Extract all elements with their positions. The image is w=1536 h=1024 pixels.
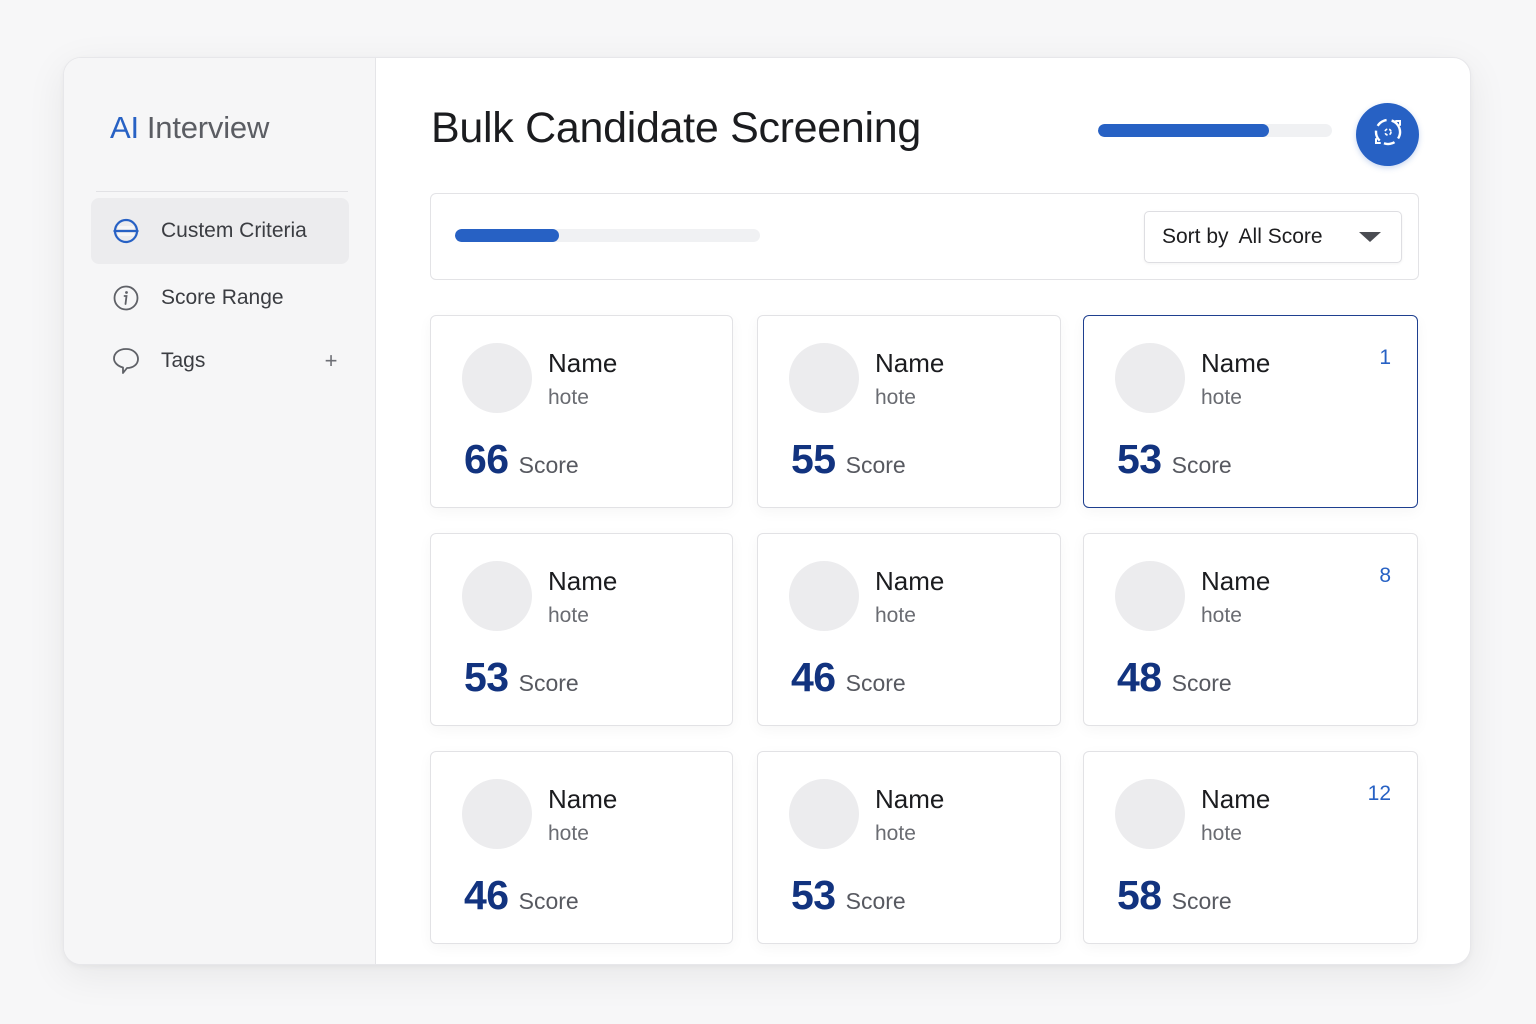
score-value: 58 [1117,872,1162,918]
candidate-subtitle: hote [875,604,916,627]
candidate-card[interactable]: Name hote 55 Score [757,315,1061,508]
score-label: Score [845,670,906,696]
score-value: 55 [791,436,836,482]
header-progress-bar [1098,124,1332,137]
score-value: 53 [791,872,836,918]
avatar [1115,561,1185,631]
score-label: Score [518,670,579,696]
rank-badge: 8 [1379,564,1391,587]
refresh-icon [1371,115,1405,154]
score-value: 46 [464,872,509,918]
sort-label: Sort by [1162,225,1229,248]
avatar [462,343,532,413]
avatar [1115,779,1185,849]
sidebar-item-label: Score Range [161,286,284,309]
score-row: 53 Score [791,872,906,919]
sidebar-divider [96,191,348,192]
avatar [1115,343,1185,413]
score-row: 55 Score [791,436,906,483]
avatar [789,779,859,849]
brand-name: Interview [146,110,270,145]
sidebar-item-label: Custem Criteria [161,219,307,242]
sort-dropdown[interactable]: Sort by All Score [1144,211,1402,263]
avatar [462,779,532,849]
score-label: Score [518,888,579,914]
avatar [462,561,532,631]
candidate-subtitle: hote [875,822,916,845]
candidate-name: Name [1201,348,1271,378]
candidate-name: Name [875,348,945,378]
candidate-name: Name [548,348,618,378]
avatar [789,561,859,631]
candidate-name: Name [875,566,945,596]
candidate-subtitle: hote [1201,822,1242,845]
score-label: Score [1171,670,1232,696]
score-value: 53 [1117,436,1162,482]
candidate-name: Name [548,784,618,814]
score-label: Score [518,452,579,478]
candidate-card[interactable]: Name hote 12 58 Score [1083,751,1418,944]
candidate-card[interactable]: Name hote 46 Score [430,751,733,944]
page-title: Bulk Candidate Screening [431,104,922,152]
candidate-card[interactable]: Name hote 8 48 Score [1083,533,1418,726]
candidate-card[interactable]: Name hote 46 Score [757,533,1061,726]
header-progress-fill [1098,124,1269,137]
avatar [789,343,859,413]
score-row: 46 Score [464,872,579,919]
candidate-card[interactable]: Name hote 66 Score [430,315,733,508]
candidate-name: Name [875,784,945,814]
main-content: Bulk Candidate Screening Sort by All Sco… [376,58,1470,964]
score-value: 53 [464,654,509,700]
rank-badge: 1 [1379,346,1391,369]
sort-value: All Score [1238,225,1323,248]
candidate-subtitle: hote [548,386,589,409]
score-row: 53 Score [464,654,579,701]
sidebar-item-score-range[interactable]: Score Range [91,265,349,331]
tag-icon [111,346,141,376]
add-tag-button[interactable]: + [324,348,338,373]
chevron-down-icon [1357,230,1383,244]
candidate-subtitle: hote [1201,386,1242,409]
sidebar: AI Interview Custem Criteria [64,58,376,964]
score-label: Score [845,452,906,478]
filter-toolbar: Sort by All Score [430,193,1419,280]
score-row: 58 Score [1117,872,1232,919]
brand-logo: AI Interview [110,110,269,146]
candidate-name: Name [1201,784,1271,814]
info-icon [111,283,141,313]
brand-ai: AI [110,110,139,145]
rank-badge: 12 [1367,782,1391,805]
score-value: 48 [1117,654,1162,700]
sidebar-item-label: Tags [161,349,206,372]
score-label: Score [845,888,906,914]
candidate-name: Name [1201,566,1271,596]
refresh-button[interactable] [1356,103,1419,166]
score-row: 48 Score [1117,654,1232,701]
sidebar-item-tags[interactable]: Tags + [91,328,349,394]
candidate-subtitle: hote [875,386,916,409]
app-window: AI Interview Custem Criteria [63,57,1471,965]
candidate-card[interactable]: Name hote 53 Score [757,751,1061,944]
screening-progress-fill [455,229,559,242]
candidate-name: Name [548,566,618,596]
candidate-card[interactable]: Name hote 53 Score [430,533,733,726]
candidate-subtitle: hote [548,604,589,627]
candidate-subtitle: hote [1201,604,1242,627]
score-row: 53 Score [1117,436,1232,483]
criteria-icon [111,216,141,246]
score-value: 66 [464,436,509,482]
candidate-card[interactable]: Name hote 1 53 Score [1083,315,1418,508]
score-row: 66 Score [464,436,579,483]
candidate-subtitle: hote [548,822,589,845]
screening-progress-bar [455,229,760,242]
score-label: Score [1171,888,1232,914]
score-value: 46 [791,654,836,700]
sidebar-item-custem-criteria[interactable]: Custem Criteria [91,198,349,264]
score-label: Score [1171,452,1232,478]
score-row: 46 Score [791,654,906,701]
